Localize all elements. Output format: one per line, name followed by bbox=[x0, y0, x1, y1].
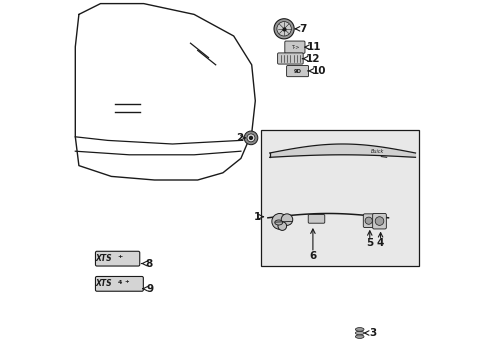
FancyBboxPatch shape bbox=[307, 215, 324, 223]
Text: 10: 10 bbox=[311, 66, 325, 76]
Circle shape bbox=[276, 22, 291, 36]
Text: +: + bbox=[124, 279, 128, 284]
Circle shape bbox=[374, 217, 383, 225]
Text: Buick: Buick bbox=[370, 149, 384, 154]
Circle shape bbox=[271, 213, 287, 229]
Text: 4: 4 bbox=[376, 238, 384, 248]
Circle shape bbox=[273, 19, 294, 39]
Circle shape bbox=[249, 136, 252, 139]
Text: 1: 1 bbox=[253, 212, 260, 222]
Circle shape bbox=[281, 214, 292, 225]
FancyBboxPatch shape bbox=[363, 214, 373, 228]
Text: XTS: XTS bbox=[95, 254, 111, 263]
Bar bbox=[260, 130, 418, 266]
Text: 7: 7 bbox=[299, 24, 306, 34]
FancyBboxPatch shape bbox=[95, 251, 140, 266]
Ellipse shape bbox=[355, 328, 363, 331]
Circle shape bbox=[246, 134, 254, 142]
Text: 11: 11 bbox=[306, 42, 321, 52]
Circle shape bbox=[244, 131, 257, 145]
FancyBboxPatch shape bbox=[284, 41, 305, 53]
Text: 9: 9 bbox=[146, 284, 153, 294]
Text: T->: T-> bbox=[290, 45, 299, 50]
Text: +: + bbox=[118, 255, 122, 259]
Text: 6: 6 bbox=[308, 251, 316, 261]
FancyBboxPatch shape bbox=[95, 276, 143, 291]
Text: 8: 8 bbox=[145, 258, 152, 269]
Ellipse shape bbox=[274, 220, 282, 225]
FancyBboxPatch shape bbox=[286, 66, 308, 77]
Text: XTS: XTS bbox=[95, 279, 111, 288]
Circle shape bbox=[365, 217, 371, 224]
Circle shape bbox=[277, 222, 286, 230]
FancyBboxPatch shape bbox=[372, 213, 386, 229]
Text: 4: 4 bbox=[118, 280, 122, 285]
Text: 3: 3 bbox=[369, 328, 376, 338]
Ellipse shape bbox=[355, 331, 363, 335]
Text: 2: 2 bbox=[236, 133, 243, 143]
Text: 5: 5 bbox=[366, 238, 373, 248]
Text: 9D: 9D bbox=[293, 69, 301, 73]
Ellipse shape bbox=[355, 335, 363, 338]
FancyBboxPatch shape bbox=[277, 53, 303, 64]
Text: 12: 12 bbox=[305, 54, 320, 64]
